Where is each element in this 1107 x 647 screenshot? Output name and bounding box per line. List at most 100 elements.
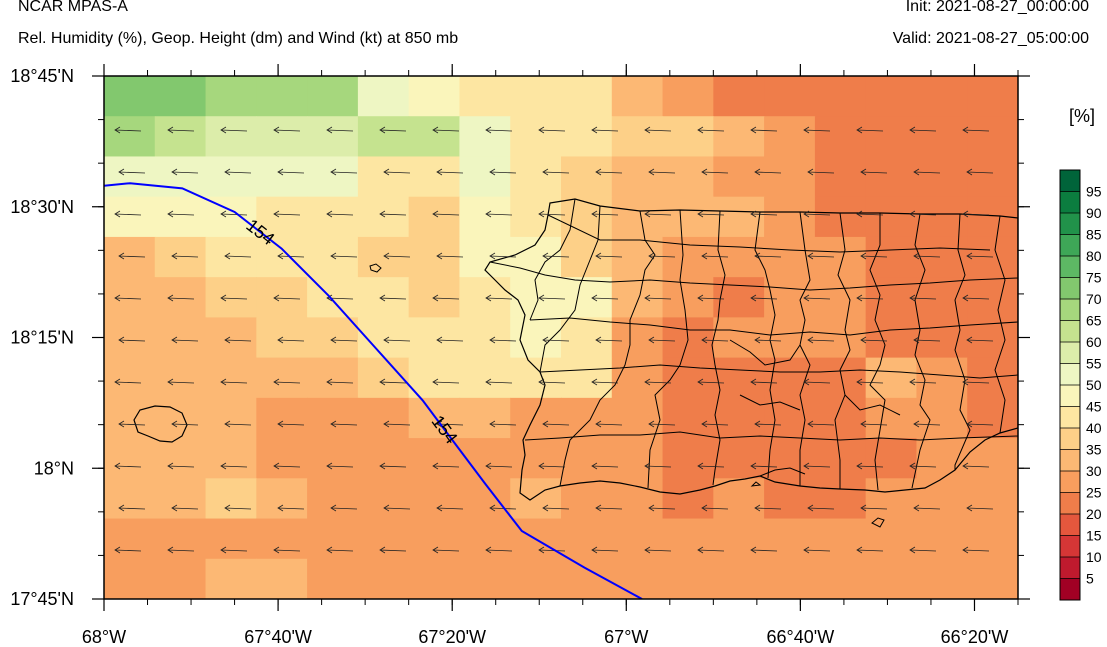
humidity-cell xyxy=(408,156,461,198)
wind-arrow xyxy=(962,210,990,218)
wind-arrow xyxy=(432,378,460,386)
humidity-cell xyxy=(205,76,257,117)
wind-arrow xyxy=(167,546,195,554)
humidity-cell xyxy=(104,76,156,117)
humidity-cell xyxy=(814,357,867,399)
humidity-cell xyxy=(611,558,664,599)
humidity-cell xyxy=(865,478,918,520)
wind-arrow xyxy=(383,504,411,512)
wind-arrow xyxy=(273,378,301,386)
wind-arrow xyxy=(803,294,831,302)
humidity-cell xyxy=(814,478,867,520)
wind-arrow xyxy=(485,378,513,386)
humidity-cell xyxy=(561,277,613,318)
humidity-cell xyxy=(307,397,359,439)
wind-arrow xyxy=(277,336,305,344)
humidity-cell xyxy=(154,76,207,117)
wind-arrow xyxy=(436,336,464,344)
wind-arrow xyxy=(803,546,831,554)
wind-arrow xyxy=(966,336,994,344)
wind-arrow xyxy=(538,462,566,470)
wind-arrow xyxy=(803,462,831,470)
map-subtitle: Rel. Humidity (%), Geop. Height (dm) and… xyxy=(18,30,459,47)
colorbar-label: 50 xyxy=(1086,377,1102,393)
wind-arrow xyxy=(383,168,411,176)
colorbar-label: 35 xyxy=(1086,442,1102,458)
wind-arrow xyxy=(118,252,146,260)
wind-arrow xyxy=(485,294,513,302)
wind-arrow xyxy=(648,168,676,176)
colorbar-label: 40 xyxy=(1086,420,1102,436)
wind-arrow xyxy=(697,294,725,302)
wind-arrow xyxy=(485,546,513,554)
humidity-cell xyxy=(357,558,410,599)
humidity-cell xyxy=(662,558,714,599)
wind-arrow xyxy=(754,252,782,260)
colorbar-swatch xyxy=(1060,557,1080,579)
humidity-cell xyxy=(459,277,511,318)
lat-tick-label: 18°45'N xyxy=(10,66,74,86)
wind-arrow xyxy=(697,126,725,134)
colorbar-label: 70 xyxy=(1086,291,1102,307)
humidity-cell xyxy=(865,156,918,198)
humidity-cell xyxy=(713,116,765,158)
humidity-cell xyxy=(408,196,461,238)
humidity-cell xyxy=(713,277,765,318)
humidity-cell xyxy=(611,196,664,238)
wind-arrow xyxy=(754,168,782,176)
humidity-cell xyxy=(307,196,359,238)
wind-arrow xyxy=(167,462,195,470)
humidity-cell xyxy=(205,357,257,399)
humidity-cell xyxy=(459,558,511,599)
lon-tick-label: 67°W xyxy=(604,627,648,647)
humidity-cell xyxy=(408,478,461,520)
wind-arrow xyxy=(591,210,619,218)
humidity-cell xyxy=(459,438,511,479)
wind-arrow xyxy=(591,294,619,302)
humidity-cell xyxy=(104,478,156,520)
humidity-cell xyxy=(662,236,714,278)
wind-arrow xyxy=(648,252,676,260)
wind-arrow xyxy=(966,504,994,512)
height-contour-154 xyxy=(104,182,643,599)
wind-arrow xyxy=(591,126,619,134)
humidity-cell xyxy=(865,196,918,238)
wind-arrow xyxy=(379,294,407,302)
humidity-cell xyxy=(967,397,1018,439)
map-title: NCAR MPAS-A xyxy=(18,0,128,15)
wind-arrow xyxy=(962,378,990,386)
humidity-cell xyxy=(104,277,156,318)
humidity-cell xyxy=(764,277,816,318)
humidity-cell xyxy=(561,236,613,278)
humidity-cell xyxy=(611,277,664,318)
wind-arrow xyxy=(224,252,252,260)
colorbar-label: 95 xyxy=(1086,184,1102,200)
humidity-cell xyxy=(357,397,410,439)
humidity-cell xyxy=(611,357,664,399)
wind-arrow xyxy=(538,294,566,302)
colorbar-swatch xyxy=(1060,363,1080,386)
lat-tick-label: 18°N xyxy=(34,458,74,478)
wind-arrow xyxy=(118,504,146,512)
humidity-cell xyxy=(967,76,1018,117)
wind-arrow xyxy=(966,168,994,176)
humidity-cell xyxy=(408,76,461,117)
wind-arrow xyxy=(595,504,623,512)
wind-arrow xyxy=(489,420,517,428)
wind-arrow xyxy=(273,462,301,470)
wind-arrow xyxy=(538,546,566,554)
wind-arrow xyxy=(114,294,142,302)
humidity-cell xyxy=(967,558,1018,599)
humidity-cell xyxy=(205,236,257,278)
wind-arrow xyxy=(326,462,354,470)
wind-arrow xyxy=(489,168,517,176)
wind-arrow xyxy=(595,252,623,260)
humidity-cell xyxy=(764,76,816,117)
humidity-cell xyxy=(764,438,816,479)
colorbar-label: 25 xyxy=(1086,485,1102,501)
wind-arrow xyxy=(648,504,676,512)
humidity-cell xyxy=(357,277,410,318)
colorbar-label: 15 xyxy=(1086,528,1102,544)
humidity-cell xyxy=(256,116,308,158)
